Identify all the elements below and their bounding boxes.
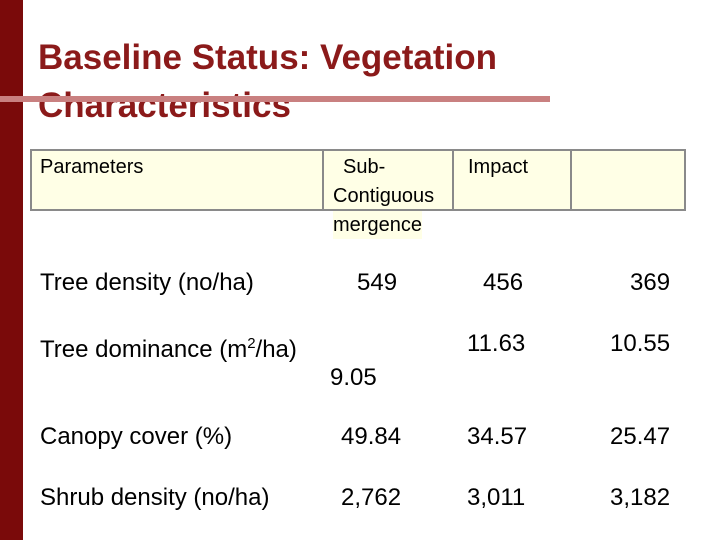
- row-canopy-cover-v1: 49.84: [341, 423, 402, 450]
- header-cell-parameters: [30, 149, 324, 211]
- header-parameters: Parameters: [40, 156, 144, 178]
- header-cell-impact: [452, 149, 572, 211]
- header-cell-subcontiguous: [322, 149, 454, 211]
- row-canopy-cover-v2: 34.57: [467, 423, 528, 450]
- row-label-shrub-density: Shrub density (no/ha): [40, 484, 270, 511]
- row-tree-density-v1: 549: [357, 269, 398, 296]
- row-tree-dominance-v3: 10.55: [610, 330, 671, 357]
- row-label-tree-dominance-sup: 2: [247, 335, 256, 352]
- row-canopy-cover-v3: 25.47: [610, 423, 671, 450]
- row-shrub-density-v1: 2,762: [341, 484, 402, 511]
- header-sub-line2: Contiguous: [333, 185, 435, 207]
- row-shrub-density-v3: 3,182: [610, 484, 671, 511]
- slide-title: Baseline Status: Vegetation Characterist…: [38, 38, 498, 125]
- row-label-tree-dominance-post: /ha): [255, 336, 297, 363]
- row-tree-dominance-v1: 9.05: [330, 364, 377, 391]
- header-cell-empty: [570, 149, 686, 211]
- row-shrub-density-v2: 3,011: [467, 484, 526, 511]
- header-impact: Impact: [468, 156, 529, 178]
- row-tree-density-v3: 369: [630, 269, 671, 296]
- header-sub-line3: mergence: [333, 211, 422, 239]
- row-label-tree-density: Tree density (no/ha): [40, 269, 254, 296]
- row-tree-dominance-v2: 11.63: [467, 330, 526, 357]
- row-label-tree-dominance-pre: Tree dominance (m: [40, 336, 248, 363]
- row-tree-density-v2: 456: [483, 269, 524, 296]
- row-label-canopy-cover: Canopy cover (%): [40, 423, 233, 450]
- row-label-tree-dominance: Tree dominance (m2/ha): [40, 329, 297, 365]
- title-underline: [0, 96, 550, 102]
- left-accent-bar: [0, 0, 23, 540]
- header-sub-line1: Sub-: [343, 156, 386, 178]
